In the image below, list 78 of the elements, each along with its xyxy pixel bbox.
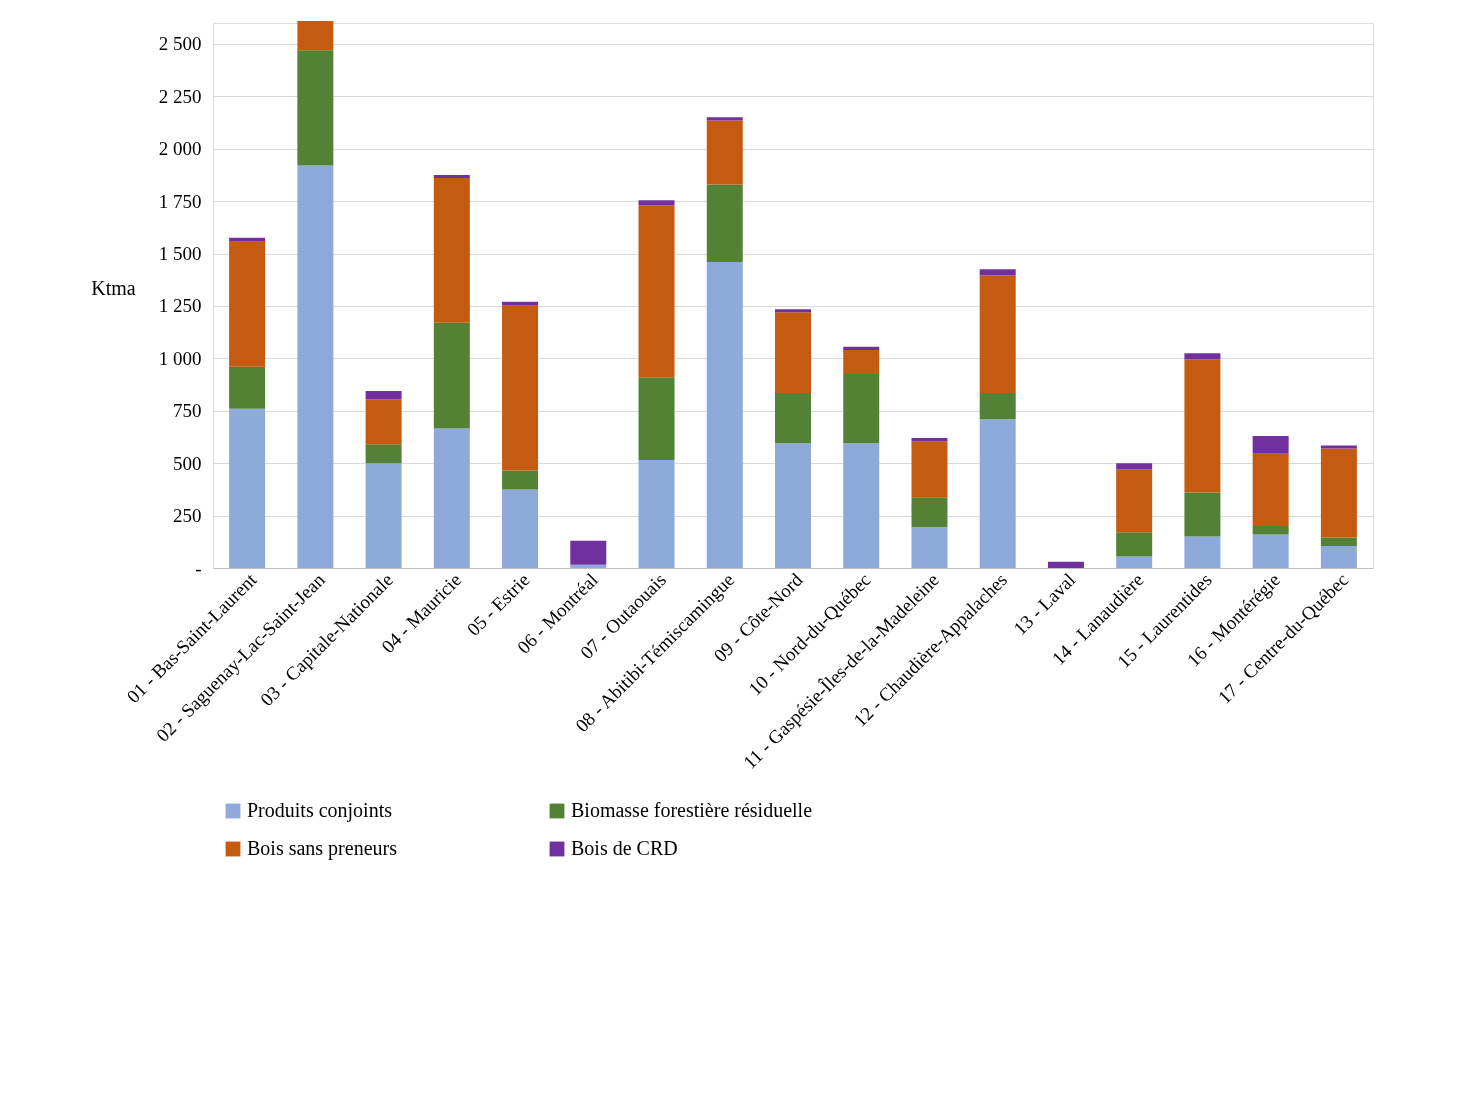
legend-label: Bois de CRD — [571, 837, 678, 859]
bar — [638, 205, 675, 378]
y-tick-label: - — [195, 557, 202, 579]
bar — [365, 444, 402, 464]
bar — [979, 275, 1016, 393]
bar — [979, 419, 1016, 568]
bar — [365, 390, 402, 400]
bar — [979, 392, 1016, 420]
bar — [1320, 545, 1357, 568]
y-tick-label: 2 000 — [158, 138, 202, 160]
bar — [1184, 536, 1221, 568]
bar — [433, 428, 470, 568]
y-tick-label: 1 000 — [158, 347, 202, 369]
bar — [1184, 359, 1221, 493]
legend-label: Bois sans preneurs — [247, 837, 398, 860]
bar — [570, 564, 607, 568]
bar — [911, 438, 948, 442]
y-tick-label: 500 — [173, 452, 202, 474]
bar — [1252, 453, 1289, 527]
bar — [297, 20, 334, 51]
bar — [570, 540, 607, 565]
bar — [843, 346, 880, 350]
bar — [843, 374, 880, 444]
bar — [1184, 353, 1221, 360]
bar — [502, 304, 539, 471]
bar — [843, 443, 880, 568]
bar — [706, 184, 743, 262]
y-tick-label: 1 250 — [158, 295, 202, 317]
bar — [638, 460, 675, 568]
bar — [1116, 469, 1153, 533]
bar — [1320, 448, 1357, 538]
bar — [1116, 463, 1153, 470]
bar — [638, 200, 675, 206]
bar — [502, 470, 539, 490]
bar — [229, 408, 266, 568]
y-tick-label: 1 750 — [158, 190, 202, 212]
bar — [1320, 445, 1357, 449]
bar — [229, 237, 266, 241]
bar — [1184, 492, 1221, 537]
bar — [1116, 556, 1153, 568]
bar — [706, 120, 743, 185]
bar — [911, 497, 948, 528]
bar — [433, 322, 470, 429]
bar — [979, 269, 1016, 276]
bar — [1252, 435, 1289, 454]
bar — [843, 350, 880, 375]
y-tick-label: 1 500 — [158, 243, 202, 265]
bar — [229, 366, 266, 409]
y-tick-label: 2 250 — [158, 85, 202, 107]
legend-label: Biomasse forestière résiduelle — [571, 799, 813, 821]
bar — [706, 261, 743, 568]
bar — [229, 241, 266, 367]
bar — [911, 441, 948, 498]
bar — [775, 392, 811, 444]
y-tick-label: 750 — [173, 400, 202, 422]
y-tick-label: 250 — [173, 505, 202, 527]
bar — [1320, 537, 1357, 546]
bar — [365, 463, 402, 568]
bar — [297, 50, 334, 166]
bar — [706, 117, 743, 121]
bar — [502, 489, 539, 568]
legend-label: Produits conjoints — [247, 799, 393, 822]
bar — [775, 443, 811, 568]
bar — [433, 178, 470, 323]
bar — [775, 309, 811, 313]
bar — [775, 312, 811, 393]
bar — [1252, 526, 1289, 535]
bar — [1047, 561, 1084, 568]
bar — [1252, 534, 1289, 568]
y-tick-label: 2 500 — [158, 33, 202, 55]
bar — [365, 399, 402, 445]
bar — [1116, 532, 1153, 557]
bar — [297, 165, 334, 568]
y-axis-title: Ktma — [91, 276, 136, 299]
bar — [502, 301, 539, 305]
bar — [638, 377, 675, 461]
bar — [433, 174, 470, 179]
bar — [911, 527, 948, 568]
